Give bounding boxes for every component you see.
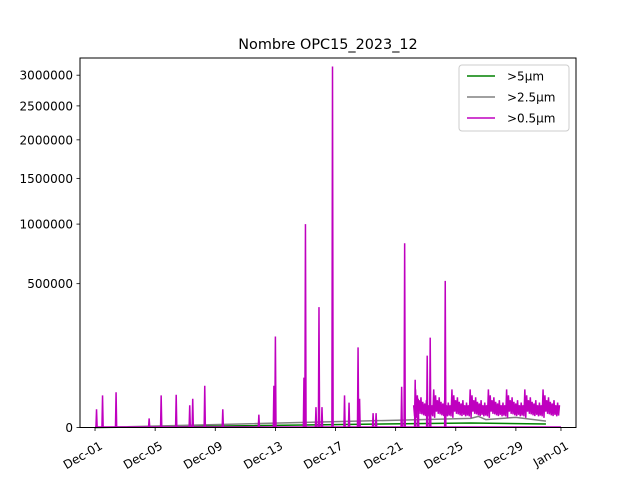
data-spike [331,66,334,428]
data-spike [347,402,351,428]
legend: >5µm >2.5µm >0.5µm [458,64,570,132]
x-tick-label: Dec-21 [361,439,405,473]
data-spike [403,243,407,428]
x-tick-label: Dec-25 [422,439,466,473]
x-tick-label: Dec-29 [482,439,526,473]
data-spike [343,395,346,428]
y-tick-label: 500000 [27,277,73,291]
x-axis: Dec-01 Dec-05 Dec-09 Dec-13 Dec-17 Dec-21 Dec-… [61,427,571,473]
series-0 [95,422,546,429]
plot-frame [79,57,577,428]
data-spike [304,224,307,428]
x-tick-label: Dec-05 [121,439,165,473]
data-spike [356,347,360,428]
data-spike [95,409,98,428]
y-tick-label: 1500000 [20,172,73,186]
x-tick-label: Dec-01 [61,439,105,473]
data-spike [400,386,403,428]
legend-box [458,64,570,132]
legend-label: >5µm [507,70,544,84]
chart-title: Nombre OPC15_2023_12 [238,37,417,53]
data-spike [188,405,192,428]
data-spike [159,395,163,428]
data-spike [221,409,225,428]
data-spike [314,407,318,428]
y-tick-label: 1000000 [20,218,73,232]
data-spike [317,307,321,428]
x-tick-label: Jan-01 [530,439,571,471]
y-tick-label: 2000000 [20,133,73,147]
y-tick-label: 3000000 [20,69,73,83]
data-spike [174,394,178,428]
data-spike [425,355,429,428]
data-spike [101,395,104,428]
series-1 [95,415,547,429]
data-spike [191,398,195,428]
data-spike [274,336,277,428]
data-band [412,389,561,418]
data-spike [114,392,118,428]
data-spike [320,407,324,428]
data-spike [257,414,261,428]
legend-label: >0.5µm [507,112,555,126]
data-spike [371,413,375,428]
series-line [95,415,547,429]
x-tick-label: Dec-09 [181,439,225,473]
legend-label: >2.5µm [507,91,555,105]
x-tick-label: Dec-13 [241,439,285,473]
data-spike [443,280,447,428]
x-tick-label: Dec-17 [301,439,345,473]
series-line [95,422,546,429]
data-spike [203,385,207,428]
data-spike [428,337,432,428]
data-spike [147,418,151,428]
data-spike [374,413,378,428]
data-spike [358,398,361,428]
y-axis: 0 500000 1000000 1500000 2000000 2500000 30000… [20,69,80,435]
y-tick-label: 2500000 [20,99,73,113]
y-tick-label: 0 [65,421,73,435]
